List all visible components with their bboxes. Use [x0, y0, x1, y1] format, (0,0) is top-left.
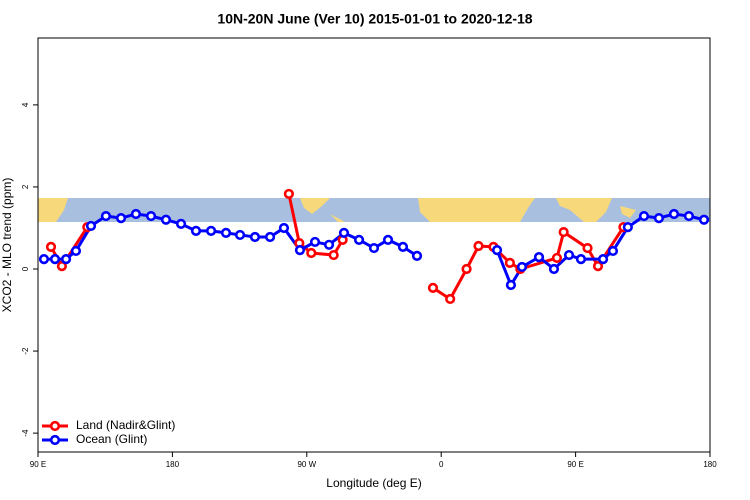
- data-point: [70, 245, 82, 257]
- data-point: [491, 245, 503, 256]
- data-point: [622, 222, 633, 233]
- data-point: [683, 210, 695, 222]
- data-point: [306, 247, 317, 259]
- data-point: [49, 254, 61, 265]
- data-point: [558, 226, 569, 238]
- data-point: [668, 208, 680, 220]
- x-axis-label: Longitude (deg E): [326, 476, 421, 490]
- x-tick-label: 90 W: [297, 460, 316, 469]
- legend-label: Land (Nadir&Glint): [76, 418, 175, 432]
- data-point: [411, 250, 423, 261]
- data-point: [323, 239, 335, 250]
- legend-label: Ocean (Glint): [76, 432, 147, 446]
- plot-frame: [37, 37, 711, 453]
- x-tick-label: 90 E: [30, 460, 46, 469]
- y-tick-label: -2: [21, 347, 30, 355]
- y-tick-label: -4: [21, 429, 30, 437]
- y-tick-label: 0: [21, 266, 30, 271]
- data-point: [353, 234, 365, 245]
- x-tick-label: 180: [166, 460, 180, 469]
- data-point: [427, 282, 439, 293]
- data-point: [533, 252, 545, 263]
- data-point: [505, 279, 517, 291]
- data-point: [473, 240, 484, 252]
- data-point: [397, 241, 409, 252]
- data-point: [60, 254, 72, 265]
- data-point: [220, 227, 232, 238]
- data-point: [130, 208, 142, 220]
- chart-title: 10N-20N June (Ver 10) 2015-01-01 to 2020…: [217, 11, 532, 27]
- data-point: [597, 254, 609, 265]
- data-point: [653, 213, 665, 224]
- data-point: [85, 220, 97, 232]
- data-point: [264, 231, 276, 243]
- data-point: [575, 254, 587, 265]
- data-point: [278, 222, 290, 234]
- data-point: [145, 210, 157, 222]
- data-point: [205, 225, 217, 236]
- data-point: [516, 261, 528, 273]
- y-axis-label: XCO2 - MLO trend (ppm): [0, 178, 14, 313]
- x-tick-label: 180: [703, 460, 717, 469]
- data-point: [445, 293, 456, 305]
- data-point: [294, 245, 306, 256]
- data-point: [551, 252, 563, 264]
- data-point: [38, 254, 50, 265]
- data-point: [548, 263, 560, 275]
- data-point: [190, 225, 202, 236]
- data-point: [504, 257, 515, 268]
- data-point: [638, 210, 650, 222]
- data-point: [115, 213, 127, 224]
- data-point: [563, 249, 575, 261]
- data-point: [382, 234, 394, 245]
- data-point: [328, 249, 339, 261]
- data-point: [607, 245, 619, 257]
- data-point: [45, 241, 57, 252]
- data-point: [592, 261, 604, 272]
- data-point: [234, 229, 246, 241]
- data-point: [283, 188, 294, 200]
- legend-swatch-marker: [49, 434, 61, 446]
- data-point: [100, 210, 112, 222]
- data-point: [461, 263, 472, 275]
- x-tick-label: 0: [439, 460, 444, 469]
- x-tick-label: 90 E: [567, 460, 583, 469]
- data-point: [160, 214, 172, 225]
- data-point: [249, 231, 261, 243]
- data-point: [309, 236, 321, 248]
- legend-swatch-marker: [49, 420, 61, 432]
- data-point: [368, 242, 380, 254]
- data-point: [582, 242, 593, 254]
- data-point: [56, 261, 67, 272]
- y-tick-label: 2: [21, 184, 30, 189]
- data-point: [338, 227, 350, 238]
- y-tick-label: 4: [21, 102, 30, 107]
- data-point: [175, 218, 187, 229]
- data-point: [698, 214, 710, 225]
